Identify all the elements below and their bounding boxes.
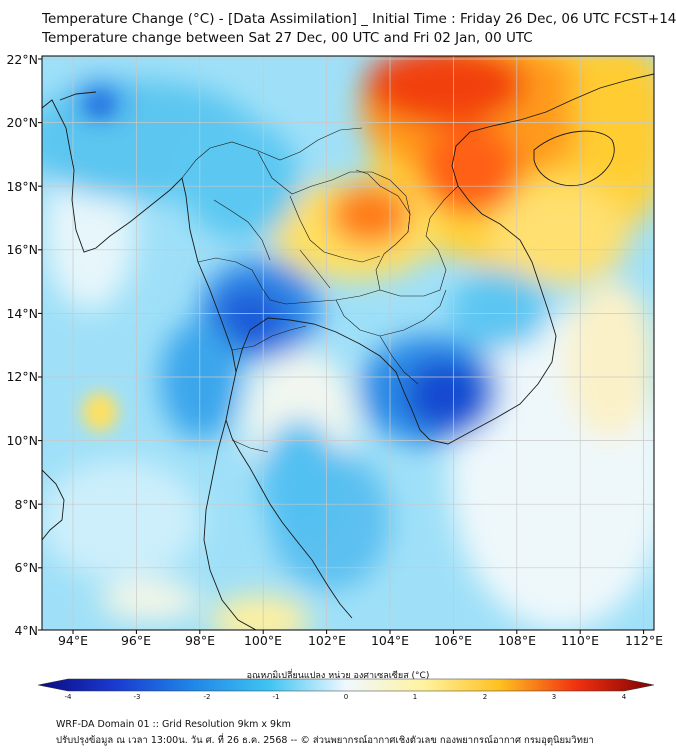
lat-label: 14°N bbox=[6, 306, 38, 321]
lat-label: 4°N bbox=[14, 623, 38, 638]
lon-label: 106°E bbox=[433, 633, 472, 648]
colorbar-tick: -2 bbox=[203, 693, 211, 701]
lon-label: 98°E bbox=[184, 633, 216, 648]
colorbar-tick: 2 bbox=[482, 693, 488, 701]
footer-credit: ปรับปรุงข้อมูล ณ เวลา 13:00น. วัน ศ. ที่… bbox=[56, 735, 594, 746]
colorbar-tick: 0 bbox=[343, 693, 349, 701]
colorbar-tick: 3 bbox=[551, 693, 557, 701]
temperature-change-map bbox=[38, 55, 655, 634]
lon-label: 96°E bbox=[120, 633, 152, 648]
lat-label: 18°N bbox=[6, 179, 38, 194]
lat-label: 10°N bbox=[6, 433, 38, 448]
lon-label: 100°E bbox=[243, 633, 282, 648]
lon-label: 102°E bbox=[307, 633, 346, 648]
map-subtitle: Temperature change between Sat 27 Dec, 0… bbox=[42, 30, 533, 46]
map-frame bbox=[41, 55, 655, 631]
lon-label: 94°E bbox=[57, 633, 89, 648]
colorbar-tick: 4 bbox=[621, 693, 627, 701]
lat-label: 8°N bbox=[14, 497, 38, 512]
footer-model-info: WRF-DA Domain 01 :: Grid Resolution 9km … bbox=[56, 719, 291, 730]
colorbar-tick: -4 bbox=[64, 693, 72, 701]
colorbar-ramp bbox=[38, 678, 655, 692]
field-layer bbox=[42, 56, 654, 630]
colorbar-tick: -3 bbox=[133, 693, 141, 701]
axis-ticks bbox=[38, 58, 645, 634]
lon-label: 110°E bbox=[560, 633, 599, 648]
colorbar-label: อุณหภูมิเปลี่ยนแปลง หน่วย องศาเซลเซียส (… bbox=[246, 671, 430, 681]
colorbar-tick: -1 bbox=[272, 693, 280, 701]
lat-label: 6°N bbox=[14, 560, 38, 575]
colorbar bbox=[38, 678, 655, 692]
gridlines bbox=[42, 56, 654, 630]
lat-label: 12°N bbox=[6, 369, 38, 384]
lat-label: 20°N bbox=[6, 115, 38, 130]
lon-label: 108°E bbox=[497, 633, 536, 648]
lon-label: 104°E bbox=[370, 633, 409, 648]
political-borders bbox=[181, 127, 459, 453]
lat-label: 22°N bbox=[6, 52, 38, 67]
map-title: Temperature Change (°C) - [Data Assimila… bbox=[42, 11, 676, 27]
lat-label: 16°N bbox=[6, 242, 38, 257]
colorbar-tick: 1 bbox=[412, 693, 418, 701]
lon-label: 112°E bbox=[624, 633, 663, 648]
